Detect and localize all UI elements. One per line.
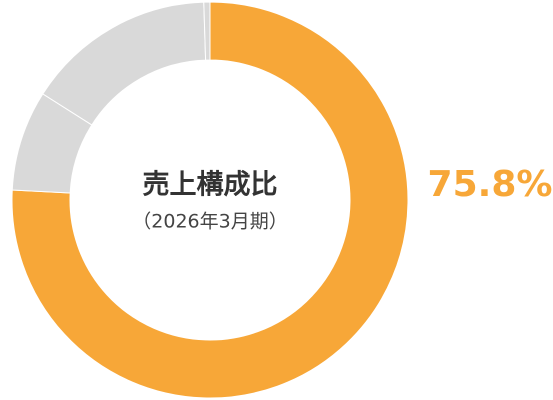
value-label: 75.8%: [428, 164, 553, 205]
donut-segment: [203, 1, 211, 61]
donut-segment: [42, 1, 207, 126]
chart-title: 売上構成比: [143, 170, 278, 201]
donut-segment: [11, 1, 409, 399]
chart-subtitle: （2026年3月期）: [132, 211, 287, 233]
